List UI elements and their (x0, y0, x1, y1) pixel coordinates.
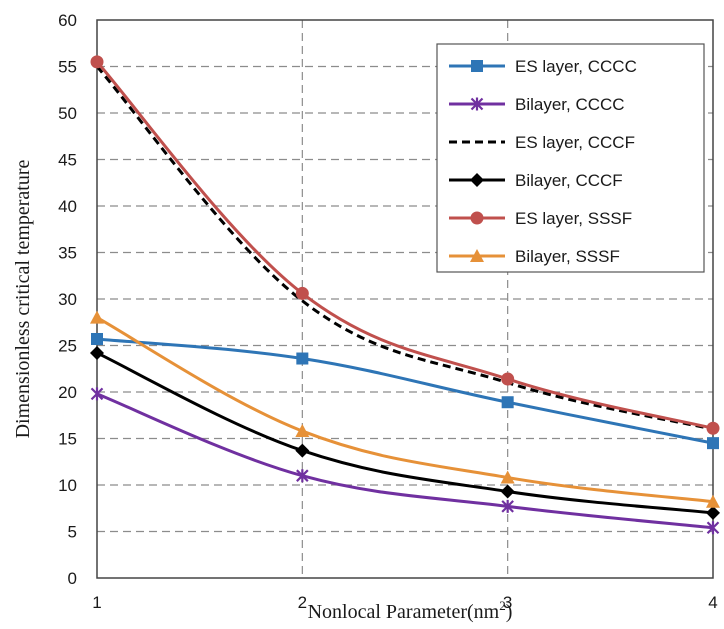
x-tick-label: 2 (298, 593, 307, 612)
series-4 (90, 55, 720, 435)
data-point (500, 470, 515, 484)
data-point (90, 310, 104, 324)
series-line (96, 351, 714, 515)
data-point (90, 55, 104, 69)
y-axis-ticks: 0 5 10 15 20 25 30 35 40 45 50 55 60 (58, 11, 77, 588)
series-line (96, 316, 714, 504)
series-lines (90, 55, 720, 535)
data-point (295, 443, 310, 458)
y-tick-label: 20 (58, 383, 77, 402)
legend-item: Bilayer, SSSF (449, 247, 620, 266)
data-point (500, 484, 515, 499)
series-2 (95, 65, 714, 431)
y-tick-label: 10 (58, 476, 77, 495)
x-axis-title-main: Nonlocal Parameter(nm (308, 601, 500, 623)
y-tick-label: 25 (58, 337, 77, 356)
data-point (90, 345, 104, 360)
y-tick-label: 35 (58, 244, 77, 263)
data-point (501, 372, 515, 386)
x-tick-label: 3 (503, 593, 512, 612)
legend-marker (470, 249, 484, 262)
data-point (501, 499, 514, 513)
legend-marker (470, 211, 484, 225)
series-line (95, 60, 714, 430)
legend-label: Bilayer, CCCF (515, 171, 623, 190)
legend-label: Bilayer, CCCC (515, 95, 625, 114)
legend-label: Bilayer, SSSF (515, 247, 620, 266)
data-point (90, 387, 104, 401)
series-0 (91, 332, 719, 450)
y-tick-label: 15 (58, 430, 77, 449)
data-point (706, 494, 720, 508)
legend-label: ES layer, CCCC (515, 57, 637, 76)
plot-area-frame (96, 19, 714, 579)
series-5 (90, 310, 720, 508)
data-point (501, 396, 514, 409)
data-point (706, 505, 720, 520)
legend-label: ES layer, CCCF (515, 133, 635, 152)
y-tick-label: 50 (58, 104, 77, 123)
series-line (95, 65, 714, 431)
y-tick-label: 0 (68, 569, 77, 588)
x-tick-label: 1 (92, 593, 101, 612)
legend-item: ES layer, CCCC (449, 57, 637, 76)
legend-item: ES layer, CCCF (449, 133, 635, 152)
series-line (96, 337, 714, 445)
y-tick-label: 30 (58, 290, 77, 309)
data-point (707, 437, 719, 450)
data-point (295, 286, 309, 300)
legend-marker (470, 97, 484, 111)
x-axis-title-end: ) (506, 601, 513, 623)
legend-item: Bilayer, CCCF (449, 171, 623, 190)
legend-label: ES layer, SSSF (515, 209, 632, 228)
y-tick-label: 60 (58, 11, 77, 30)
data-point (706, 521, 720, 535)
legend-item: ES layer, SSSF (449, 209, 632, 228)
legend-box (436, 43, 705, 273)
data-point (91, 332, 103, 345)
series-3 (90, 345, 720, 520)
legend: ES layer, CCCC Bilayer, CCCC ES layer, CCC… (436, 43, 705, 273)
data-point (296, 469, 309, 483)
y-axis-title: Dimensionless critical temperature (12, 159, 34, 438)
y-tick-label: 55 (58, 58, 77, 77)
series-line (96, 392, 714, 530)
y-tick-label: 5 (68, 523, 77, 542)
legend-item: Bilayer, CCCC (449, 95, 625, 114)
data-point (295, 424, 310, 438)
data-point (706, 421, 720, 435)
x-tick-label: 4 (708, 593, 717, 612)
x-axis-title-superscript: 2 (499, 598, 506, 613)
series-1 (90, 387, 720, 535)
legend-marker (471, 60, 483, 72)
data-point (296, 352, 309, 365)
legend-marker (470, 173, 484, 187)
y-tick-label: 40 (58, 197, 77, 216)
x-axis-title: Nonlocal Parameter(nm2) (308, 598, 513, 623)
y-tick-label: 45 (58, 151, 77, 170)
